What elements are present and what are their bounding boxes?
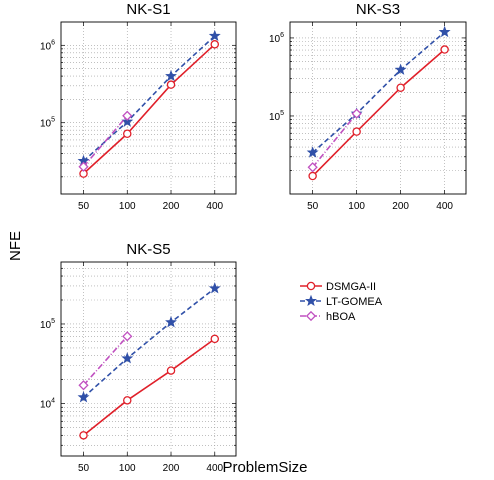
- series-line-ltgomea: [82, 35, 216, 162]
- data-point-ltgomea: [208, 29, 221, 42]
- data-point-hboa: [78, 161, 89, 172]
- series-dsmgaii: [79, 40, 220, 178]
- data-point-dsmgaii: [123, 129, 132, 139]
- x-tick-label: 50: [78, 463, 90, 474]
- legend-marker-dsmga: [306, 281, 316, 291]
- legend-marker-shape: [306, 281, 316, 291]
- plot-area: [61, 262, 236, 456]
- data-point-ltgomea: [77, 391, 90, 403]
- series-hboa: [78, 331, 133, 391]
- legend: DSMGA-II LT-GOMEA hBOA: [300, 281, 383, 323]
- data-point-dsmgaii: [440, 45, 449, 54]
- data-point-ltgomea: [394, 63, 407, 75]
- data-point-ltgomea: [208, 282, 221, 294]
- data-point-hboa: [307, 162, 318, 173]
- series-line-hboa: [82, 115, 128, 168]
- data-point-hboa: [122, 110, 133, 121]
- data-point-hboa: [78, 380, 89, 391]
- x-tick-label: 100: [348, 201, 365, 212]
- x-tick-label: 100: [119, 201, 136, 212]
- chart-title: NK-S3: [356, 1, 400, 18]
- data-point-hboa: [351, 108, 362, 119]
- data-point-dsmgaii: [396, 83, 405, 92]
- x-tick-label: 400: [206, 201, 223, 212]
- x-tick-label: 400: [436, 201, 453, 212]
- x-tick-label: 200: [392, 201, 409, 212]
- series-hboa: [78, 110, 133, 172]
- x-tick-label: 200: [163, 201, 180, 212]
- data-point-dsmgaii: [308, 171, 317, 181]
- legend-label-dsmga: DSMGA-II: [326, 281, 376, 293]
- plot-frame: [60, 21, 237, 195]
- series-line-dsmgaii: [312, 48, 446, 177]
- series-ltgomea: [77, 282, 221, 403]
- legend-marker-shape: [305, 310, 317, 322]
- plot-frame: [60, 261, 237, 457]
- data-point-dsmgaii: [123, 396, 132, 405]
- series-dsmgaii: [79, 334, 220, 440]
- chart-title: NK-S5: [126, 241, 170, 258]
- plot-area: [61, 22, 236, 194]
- chart-panel-1: NK-S1 50 100 200 400 105 106: [40, 1, 237, 212]
- series-dsmgaii: [308, 45, 449, 181]
- data-point-ltgomea: [306, 146, 319, 158]
- x-tick-label: 400: [206, 463, 223, 474]
- data-point-dsmgaii: [210, 334, 220, 344]
- series-hboa: [307, 108, 362, 173]
- series-line-hboa: [312, 113, 358, 168]
- chart-panels: NK-S1 50 100 200 400 105 106 NK-S3 50 100 200 400 10…: [40, 1, 467, 474]
- x-tick-label: 200: [163, 463, 180, 474]
- legend-marker-shape: [305, 294, 317, 307]
- chart-panel-2: NK-S3 50 100 200 400 105 106: [269, 1, 467, 212]
- legend-label-hboa: hBOA: [326, 311, 356, 323]
- data-point-dsmgaii: [210, 40, 220, 49]
- chart-title: NK-S1: [126, 1, 170, 18]
- plot-frame: [289, 21, 467, 195]
- y-tick-label: 105: [269, 110, 284, 123]
- legend-label-ltgomea: LT-GOMEA: [326, 296, 383, 308]
- chart-panel-3: NK-S5 50 100 200 400 104 105: [40, 241, 237, 474]
- data-point-dsmgaii: [166, 366, 176, 375]
- y-tick-label: 105: [40, 318, 55, 331]
- x-tick-label: 100: [119, 463, 136, 474]
- legend-marker-ltgomea: [305, 294, 317, 307]
- series-line-dsmgaii: [82, 43, 216, 175]
- plot-area: [290, 22, 466, 194]
- y-tick-label: 106: [269, 32, 284, 45]
- data-point-hboa: [122, 331, 133, 342]
- series-line-ltgomea: [312, 31, 446, 154]
- x-tick-label: 50: [307, 201, 319, 212]
- data-point-ltgomea: [165, 69, 177, 82]
- series-line-dsmgaii: [83, 338, 216, 436]
- y-axis-label: NFE: [7, 231, 24, 261]
- y-tick-label: 106: [40, 39, 55, 52]
- x-tick-label: 50: [78, 201, 90, 212]
- data-point-dsmgaii: [166, 80, 176, 89]
- data-point-ltgomea: [121, 352, 134, 364]
- data-point-dsmgaii: [79, 431, 88, 440]
- data-point-ltgomea: [121, 115, 134, 127]
- x-axis-label: ProblemSize: [222, 459, 307, 476]
- y-tick-label: 105: [40, 117, 55, 130]
- data-point-dsmgaii: [352, 127, 361, 136]
- legend-marker-hboa: [305, 310, 317, 322]
- y-tick-label: 104: [40, 398, 55, 411]
- data-point-ltgomea: [438, 25, 451, 38]
- data-point-ltgomea: [165, 316, 177, 328]
